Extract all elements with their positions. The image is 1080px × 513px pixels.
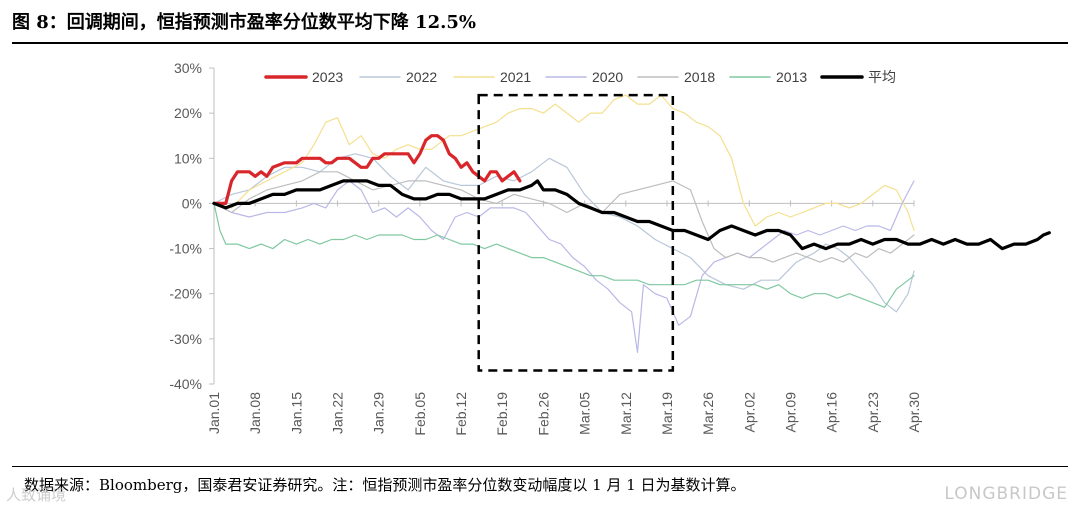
legend-label-2020: 2020 — [592, 69, 623, 85]
y-tick-label: 10% — [174, 150, 202, 166]
legend-label-2013: 2013 — [776, 69, 807, 85]
legend-label-2021: 2021 — [500, 69, 531, 85]
y-tick-label: 30% — [174, 60, 202, 76]
series-line-2020 — [213, 180, 915, 353]
legend-label-平均: 平均 — [868, 69, 896, 85]
highlight-box — [477, 93, 675, 372]
x-tick-label: Jan.01 — [206, 392, 222, 434]
x-tick-label: Jan.29 — [371, 392, 387, 434]
x-tick-label: Feb.26 — [535, 392, 551, 436]
x-tick-label: Apr.09 — [782, 392, 798, 433]
y-tick-label: -20% — [169, 286, 202, 302]
legend-label-2018: 2018 — [684, 69, 715, 85]
series-line-2023 — [212, 134, 522, 205]
x-tick-label: Apr.30 — [906, 392, 922, 433]
series-line-2021 — [213, 94, 915, 232]
source-divider — [12, 466, 1068, 467]
x-tick-label: Apr.23 — [865, 392, 881, 433]
x-tick-label: Mar.12 — [618, 392, 634, 435]
x-tick-label: Feb.19 — [494, 392, 510, 436]
x-tick-label: Mar.19 — [659, 392, 675, 435]
x-tick-label: Feb.05 — [412, 392, 428, 436]
watermark-right: LONGBRIDGE — [944, 484, 1068, 504]
x-tick-label: Mar.26 — [700, 392, 716, 435]
series-line-2022 — [213, 153, 915, 313]
legend-label-2023: 2023 — [312, 69, 343, 85]
x-tick-label: Feb.12 — [453, 392, 469, 436]
y-tick-label: 20% — [174, 105, 202, 121]
x-tick-label: Apr.16 — [824, 392, 840, 433]
x-tick-label: Apr.02 — [741, 392, 757, 433]
source-note: 数据来源：Bloomberg，国泰君安证券研究。注：恒指预测市盈率分位数变动幅度… — [24, 476, 746, 494]
y-tick-label: -10% — [169, 241, 202, 257]
figure-title: 图 8：回调期间，恒指预测市盈率分位数平均下降 12.5% — [12, 12, 476, 33]
x-tick-label: Mar.05 — [577, 392, 593, 435]
x-tick-label: Jan.22 — [330, 392, 346, 434]
y-tick-label: 0% — [182, 195, 202, 211]
title-divider — [12, 42, 1068, 44]
series-line-平均 — [212, 179, 1051, 251]
x-tick-label: Jan.08 — [247, 392, 263, 434]
y-tick-label: -30% — [169, 331, 202, 347]
y-tick-label: -40% — [169, 376, 202, 392]
series-line-2018 — [213, 171, 915, 263]
line-chart: 30% 20% 10% 0% -10% -20% -30% -40%Jan.01 Jan.08 J… — [169, 60, 1051, 436]
watermark-left: 人致诵境 — [6, 486, 67, 504]
series-line-2013 — [213, 202, 915, 308]
x-tick-label: Jan.15 — [288, 392, 304, 434]
legend-label-2022: 2022 — [406, 69, 437, 85]
